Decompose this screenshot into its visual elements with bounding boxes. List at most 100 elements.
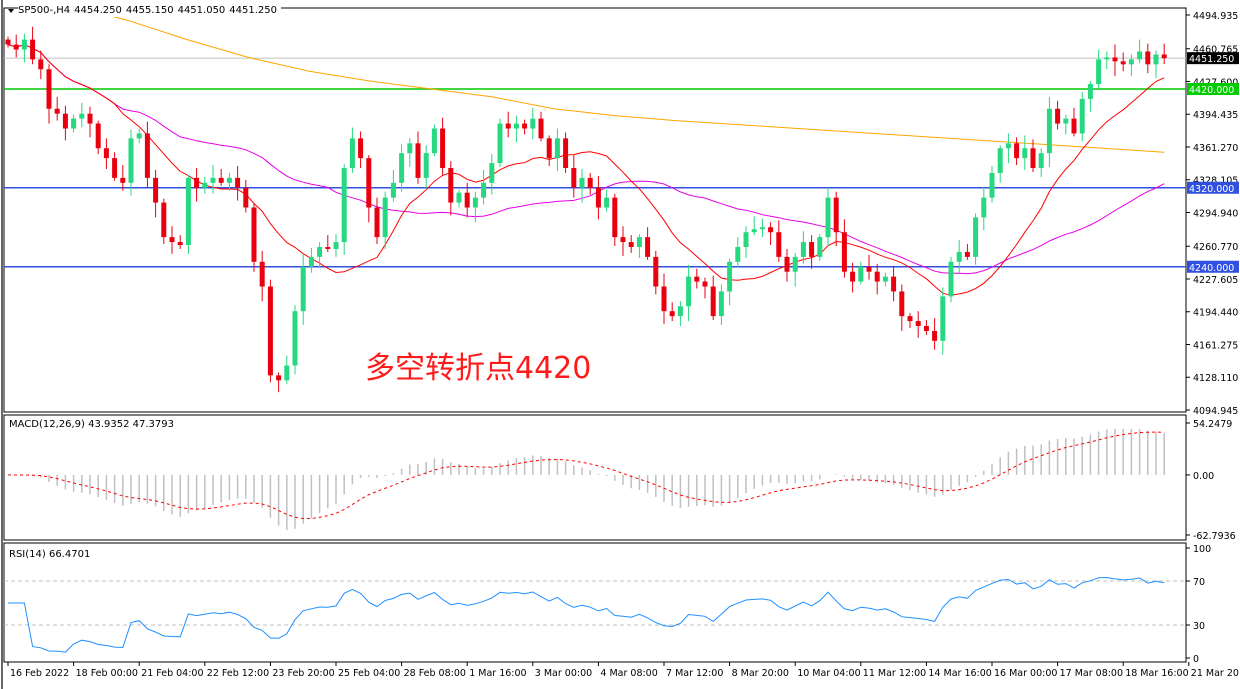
x-tick-label: 21 Feb 04:00 — [141, 668, 203, 679]
candle-body — [464, 192, 470, 208]
macd-tick-label: 0.00 — [1193, 471, 1214, 482]
candle-body — [645, 237, 651, 257]
candle-body — [702, 281, 708, 287]
candle — [579, 168, 585, 203]
candle — [997, 145, 1003, 183]
candle-body — [210, 177, 216, 183]
candle-body — [866, 266, 872, 272]
candle-body — [1063, 118, 1069, 124]
candle — [54, 96, 60, 121]
candle — [530, 107, 536, 140]
candle-body — [661, 286, 667, 312]
candle — [776, 220, 782, 262]
candle-body — [1022, 148, 1028, 159]
candle-body — [858, 266, 864, 282]
candle — [1161, 43, 1167, 65]
candle — [694, 268, 700, 289]
candle — [1014, 137, 1020, 166]
candle-body — [38, 59, 44, 70]
x-tick-label: 21 Mar 20:00 — [1191, 668, 1240, 679]
candle — [645, 227, 651, 260]
rsi-pane — [3, 542, 1187, 663]
candle-body — [530, 118, 536, 129]
candle-body — [1038, 153, 1044, 169]
y-tick-label: 4394.435 — [1193, 110, 1238, 121]
candle-body — [1014, 143, 1020, 159]
candle-body — [136, 133, 142, 139]
ma-mid-line — [7, 44, 1165, 275]
candle-body — [144, 133, 150, 178]
y-tick-label: 4361.270 — [1193, 143, 1238, 154]
candle — [1071, 107, 1077, 137]
candle — [292, 305, 298, 375]
x-tick-label: 3 Mar 00:00 — [535, 668, 592, 679]
candle — [1128, 54, 1134, 77]
candle-body — [833, 197, 839, 233]
candle — [932, 318, 938, 350]
candle-body — [554, 138, 560, 159]
candle-body — [366, 158, 372, 208]
candle — [169, 226, 175, 254]
candle — [1145, 43, 1151, 74]
candle-body — [448, 168, 454, 203]
candle — [366, 155, 372, 223]
candle-body — [538, 118, 544, 139]
candle-body — [571, 168, 577, 188]
candle-body — [563, 138, 569, 169]
candle-body — [1030, 148, 1036, 169]
candle — [940, 287, 946, 355]
annotation-text: 多空转折点4420 — [365, 351, 591, 386]
candle — [423, 145, 429, 189]
candle — [505, 111, 511, 138]
candle-body — [284, 365, 290, 381]
candle — [833, 191, 839, 247]
symbol: SP500-,H4 — [18, 5, 71, 16]
candle-body — [891, 276, 897, 292]
candle-body — [1046, 108, 1052, 154]
candle — [792, 252, 798, 287]
candle-body — [349, 138, 355, 169]
candle-body — [1096, 59, 1102, 85]
candle-body — [1128, 59, 1134, 65]
candle — [194, 168, 200, 202]
candle-body — [71, 118, 77, 129]
candle-body — [399, 153, 405, 183]
candle-body — [497, 123, 503, 164]
candle-body — [46, 69, 52, 109]
candle-body — [267, 286, 273, 376]
rsi-tick-label: 100 — [1193, 544, 1211, 555]
candle — [784, 248, 790, 282]
candle — [185, 174, 191, 254]
candle — [390, 169, 396, 202]
candle — [30, 26, 36, 65]
candle-body — [899, 291, 905, 317]
candle-body — [743, 232, 749, 248]
candle-body — [1005, 143, 1011, 149]
candle-body — [653, 256, 659, 287]
candle — [374, 197, 380, 245]
candle — [308, 247, 314, 273]
candle — [743, 226, 749, 258]
candle — [718, 284, 724, 326]
y-tick-label: 4494.935 — [1193, 11, 1238, 22]
candle-body — [407, 143, 413, 154]
candle — [817, 234, 823, 261]
x-tick-label: 1 Mar 16:00 — [469, 668, 526, 679]
candle-body — [276, 375, 282, 381]
candle — [300, 253, 306, 326]
rsi-line — [8, 576, 1165, 653]
candle — [727, 258, 733, 306]
macd-signal-line — [7, 431, 1165, 520]
candle — [103, 138, 109, 169]
candle — [973, 213, 979, 265]
candle-body — [505, 123, 511, 129]
candle-body — [128, 138, 134, 183]
candle — [243, 179, 249, 213]
candle — [62, 105, 68, 141]
candle — [415, 131, 421, 184]
x-tick-label: 16 Feb 2022 — [10, 668, 69, 679]
candle-body — [595, 187, 601, 208]
candle — [571, 155, 577, 198]
candle-body — [1137, 51, 1143, 60]
